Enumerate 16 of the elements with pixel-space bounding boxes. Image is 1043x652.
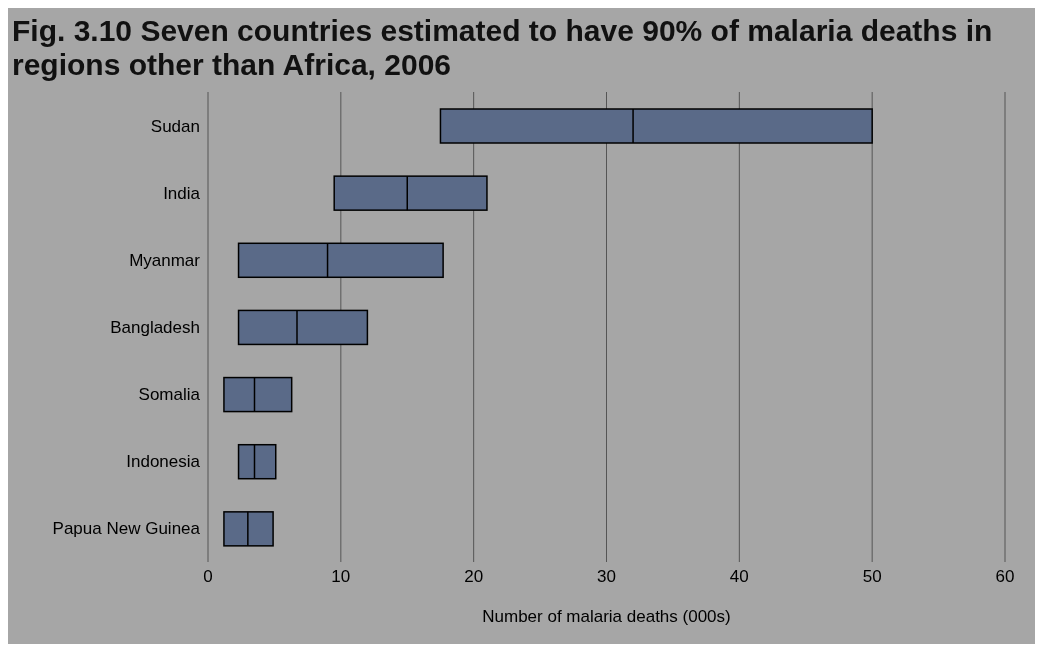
y-tick-label: India [163,183,201,203]
x-tick-label: 0 [203,567,213,587]
y-tick-label: Bangladesh [110,318,200,338]
chart-title: Fig. 3.10 Seven countries estimated to have 90% of malaria deaths in regions other than Africa, 2006 [11,13,994,82]
x-tick-label: 50 [862,567,882,587]
y-tick-label: Sudan [150,116,200,136]
y-tick-label: Somalia [138,385,201,405]
x-tick-label: 40 [729,567,749,587]
y-tick-label: Papua New Guinea [52,519,201,539]
x-tick-label: 20 [464,567,484,587]
y-tick-label: Myanmar [129,250,201,270]
x-tick-label: 60 [995,567,1015,587]
y-tick-label: Indonesia [126,452,201,472]
x-axis-title: Number of malaria deaths (000s) [482,607,731,626]
x-tick-label: 10 [331,567,351,587]
x-tick-label: 30 [597,567,616,587]
